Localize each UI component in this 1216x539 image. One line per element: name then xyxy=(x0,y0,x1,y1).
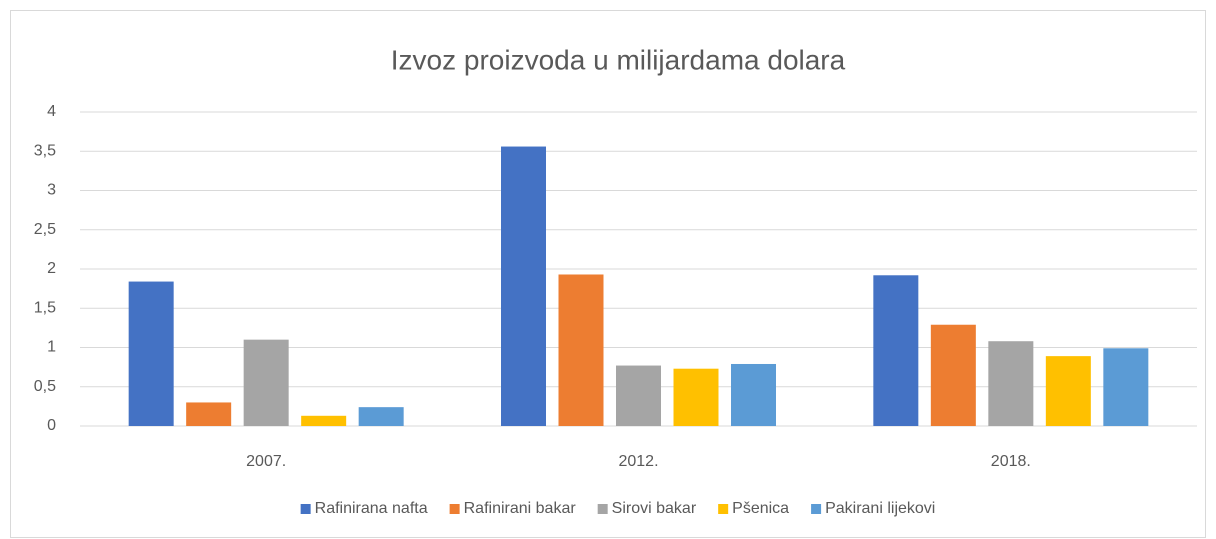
legend-label: Sirovi bakar xyxy=(612,500,697,517)
x-tick-label: 2007. xyxy=(246,453,286,470)
legend-swatch xyxy=(811,504,822,514)
y-tick-label: 4 xyxy=(47,103,56,120)
y-tick-label: 2 xyxy=(47,260,56,277)
bar xyxy=(616,365,661,426)
legend-swatch xyxy=(597,504,608,514)
bar xyxy=(128,281,174,426)
y-tick-label: 1 xyxy=(47,339,56,356)
bar xyxy=(186,402,232,426)
bar xyxy=(301,415,347,426)
legend-label: Pšenica xyxy=(732,500,789,517)
bar xyxy=(731,363,776,426)
bar xyxy=(673,368,719,426)
bar xyxy=(501,146,546,427)
bar xyxy=(930,324,976,426)
legend-swatch xyxy=(449,504,460,514)
chart-title: Izvoz proizvoda u milijardama dolara xyxy=(391,44,846,75)
legend-label: Pakirani lijekovi xyxy=(825,500,935,517)
bar xyxy=(873,275,919,426)
x-tick-label: 2012. xyxy=(618,453,658,470)
legend-swatch xyxy=(718,504,729,514)
bar xyxy=(1045,356,1091,426)
legend-label: Rafinirana nafta xyxy=(315,500,428,517)
legend-swatch xyxy=(300,504,311,514)
y-tick-label: 2,5 xyxy=(34,221,56,238)
y-tick-label: 1,5 xyxy=(34,299,56,316)
bar xyxy=(358,407,404,426)
chart-border xyxy=(10,10,1206,538)
y-tick-label: 0,5 xyxy=(34,378,56,395)
legend-label: Rafinirani bakar xyxy=(464,500,577,517)
bar xyxy=(988,341,1034,426)
bar xyxy=(558,274,604,426)
bar xyxy=(243,339,289,426)
y-tick-label: 3,5 xyxy=(34,142,56,159)
y-tick-label: 3 xyxy=(47,182,56,199)
y-tick-label: 0 xyxy=(47,417,56,434)
x-tick-label: 2018. xyxy=(991,453,1031,470)
bar xyxy=(1103,348,1149,426)
